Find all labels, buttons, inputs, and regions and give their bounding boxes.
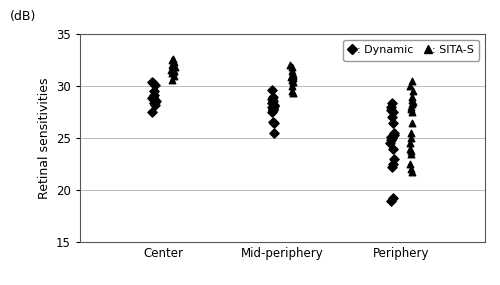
Point bbox=[408, 169, 416, 174]
Point bbox=[388, 138, 396, 142]
Point bbox=[390, 131, 398, 135]
Point bbox=[287, 75, 295, 79]
Y-axis label: Retinal sensitivities: Retinal sensitivities bbox=[38, 78, 51, 199]
Point bbox=[406, 146, 414, 151]
Point bbox=[407, 107, 415, 111]
Point bbox=[288, 65, 296, 70]
Point bbox=[268, 101, 276, 105]
Point bbox=[387, 135, 395, 139]
Point bbox=[150, 92, 158, 97]
Point bbox=[149, 94, 157, 99]
Point bbox=[288, 72, 296, 77]
Point bbox=[408, 102, 416, 106]
Point bbox=[169, 57, 177, 62]
Point bbox=[288, 74, 296, 78]
Point bbox=[408, 94, 416, 99]
Point bbox=[170, 66, 177, 71]
Point bbox=[170, 65, 178, 70]
Point bbox=[389, 162, 397, 166]
Point bbox=[408, 89, 416, 94]
Point bbox=[390, 157, 398, 161]
Point bbox=[152, 99, 160, 103]
Legend: : Dynamic, : SITA-S: : Dynamic, : SITA-S bbox=[344, 40, 479, 61]
Point bbox=[406, 84, 413, 88]
Point bbox=[268, 110, 276, 115]
Point bbox=[288, 84, 296, 88]
Point bbox=[170, 74, 178, 78]
Point bbox=[168, 70, 176, 75]
Point bbox=[288, 91, 296, 96]
Point bbox=[386, 141, 394, 146]
Point bbox=[167, 67, 175, 72]
Point bbox=[288, 89, 296, 94]
Point bbox=[388, 115, 396, 120]
Point bbox=[386, 198, 394, 203]
Point bbox=[151, 103, 159, 107]
Point bbox=[389, 195, 397, 200]
Point bbox=[407, 136, 415, 141]
Point bbox=[270, 104, 278, 108]
Point bbox=[290, 76, 298, 80]
Point bbox=[169, 62, 177, 67]
Point bbox=[151, 83, 159, 87]
Point bbox=[269, 94, 277, 99]
Point bbox=[268, 88, 276, 93]
Point bbox=[168, 58, 175, 62]
Point bbox=[289, 80, 297, 84]
Point bbox=[288, 68, 296, 73]
Point bbox=[168, 78, 176, 82]
Point bbox=[150, 101, 158, 105]
Point bbox=[269, 106, 277, 110]
Point bbox=[390, 120, 398, 125]
Point bbox=[150, 96, 158, 101]
Point bbox=[408, 120, 416, 125]
Point bbox=[269, 119, 277, 124]
Point bbox=[407, 131, 415, 135]
Point bbox=[270, 103, 278, 107]
Point bbox=[408, 97, 416, 102]
Point bbox=[407, 105, 415, 109]
Point bbox=[406, 162, 414, 166]
Point bbox=[150, 97, 158, 102]
Point bbox=[168, 63, 176, 68]
Point bbox=[390, 133, 398, 137]
Point bbox=[268, 107, 276, 111]
Point bbox=[406, 141, 414, 146]
Point bbox=[148, 95, 156, 100]
Point bbox=[408, 110, 416, 115]
Text: (dB): (dB) bbox=[10, 10, 36, 23]
Point bbox=[150, 81, 158, 86]
Point bbox=[407, 167, 415, 172]
Point bbox=[269, 108, 277, 112]
Point bbox=[150, 99, 158, 104]
Point bbox=[148, 80, 156, 84]
Point bbox=[390, 110, 398, 115]
Point bbox=[170, 68, 178, 73]
Point bbox=[288, 78, 296, 82]
Point bbox=[270, 120, 278, 125]
Point bbox=[406, 152, 414, 156]
Point bbox=[269, 99, 277, 103]
Point bbox=[288, 72, 296, 76]
Point bbox=[150, 89, 158, 94]
Point bbox=[388, 105, 396, 109]
Point bbox=[388, 136, 396, 141]
Point bbox=[170, 60, 178, 65]
Point bbox=[408, 79, 416, 83]
Point bbox=[408, 99, 416, 104]
Point bbox=[289, 74, 297, 78]
Point bbox=[148, 110, 156, 115]
Point bbox=[168, 69, 176, 74]
Point bbox=[388, 101, 396, 105]
Point bbox=[406, 148, 414, 153]
Point bbox=[286, 63, 294, 68]
Point bbox=[387, 108, 395, 112]
Point bbox=[268, 96, 276, 101]
Point bbox=[388, 146, 396, 151]
Point bbox=[388, 165, 396, 170]
Point bbox=[270, 131, 278, 135]
Point bbox=[268, 105, 276, 109]
